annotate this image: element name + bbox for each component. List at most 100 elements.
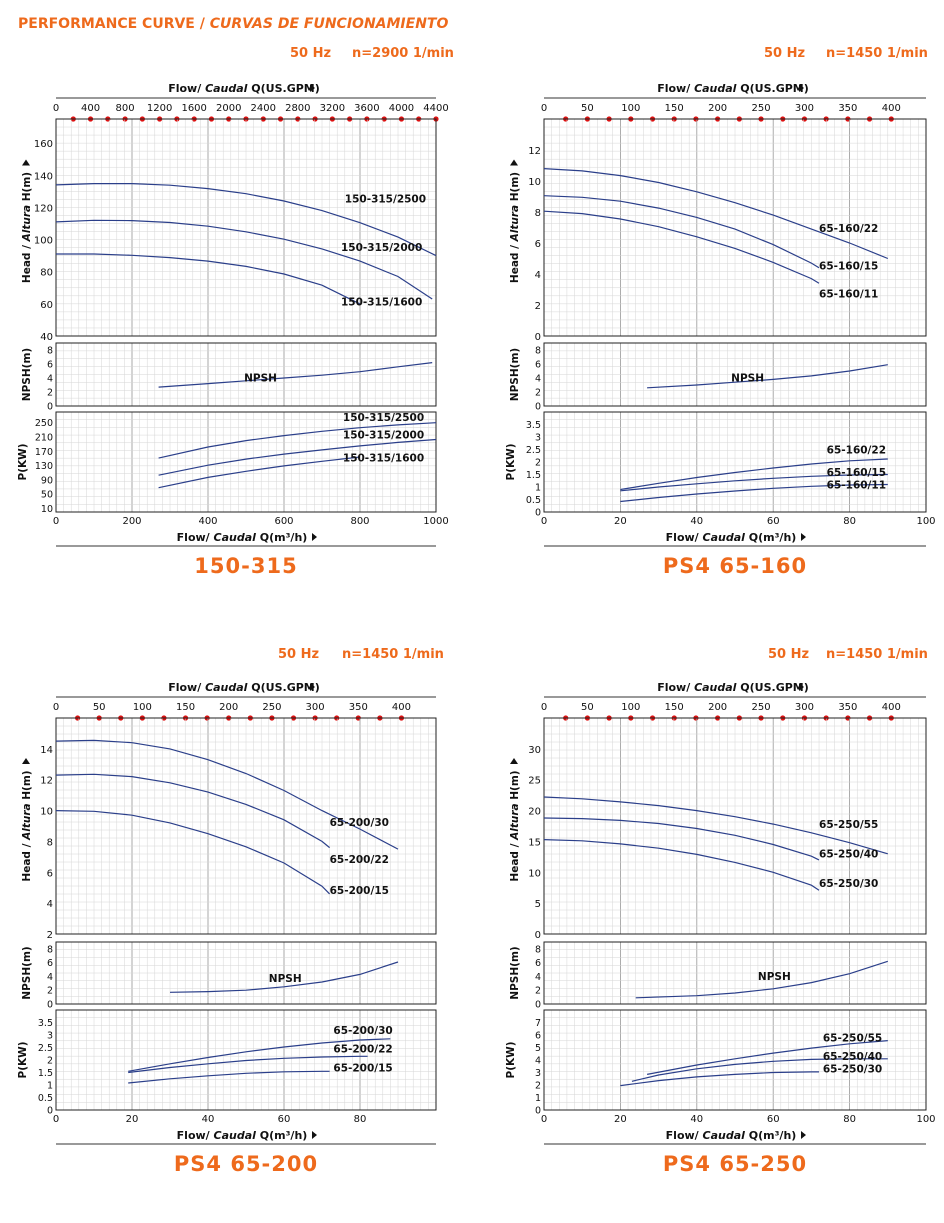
npsh-panel: 0 2 4 6 8 NPSH(m) NPSH [509,342,927,413]
head-tick-label: 2 [47,930,53,941]
power-tick-label: 3 [535,1068,541,1079]
head-tick-label: 0 [535,930,541,941]
power-tick-label: 130 [35,461,53,472]
bottom-axis-label-part: Q(m³/h) [256,1129,307,1142]
head-panel: 0 5 10 15 20 25 30 Head / Altura H(m) 65-250/55 6… [509,717,927,941]
top-axis-label-part: Flow/ [657,82,694,95]
plot-frame [543,118,927,337]
power-tick-label: 250 [35,418,53,429]
power-tick-label: 10 [41,504,53,515]
power-curve [128,1055,368,1074]
page-title: PERFORMANCE CURVE / CURVAS DE FUNCIONAMI… [18,16,448,32]
head-tick-label: 15 [528,837,541,848]
npsh-axis-label: NPSH(m) [509,348,521,401]
npsh-curve-label: NPSH [758,971,791,983]
power-curve [620,483,888,503]
x-tick-label: 40 [690,516,703,527]
npsh-curve [635,960,888,999]
power-tick-label: 3.5 [526,420,541,431]
x-tick-label: 20 [614,1114,627,1125]
bottom-axis-label: Flow/ Caudal Q(m³/h) [177,1129,308,1142]
top-tick-label: 0 [53,702,59,713]
x-tick-label: 20 [126,1114,139,1125]
plot-frame [543,342,927,407]
head-curve [55,810,331,895]
npsh-tick-label: 6 [535,360,541,371]
top-axis-label-part: Caudal [694,82,737,95]
head-curve [543,195,820,269]
power-curve-label: 65-200/30 [333,1025,392,1037]
head-tick-label: 0 [535,332,541,343]
power-curve-label: 65-250/30 [823,1064,882,1076]
head-curve-label: 65-160/11 [819,288,878,300]
top-tick-label: 2400 [251,103,276,114]
bottom-axis-label-part: Q(m³/h) [256,531,307,544]
head-curve [55,739,399,850]
power-tick-label: 6 [535,1031,541,1042]
power-curve [158,438,437,476]
npsh-tick-label: 6 [535,958,541,969]
head-tick-label: 10 [528,177,541,188]
power-tick-label: 0.5 [526,495,541,506]
top-axis-label-part: Q(US.GPM) [736,681,808,694]
top-tick-label: 50 [581,103,594,114]
chart-ps4-65-160: 50 Hz n=1450 1/min Flow/ Caudal Q(US.GPM) 0… [505,46,936,578]
x-tick-label: 100 [916,1114,935,1125]
top-tick-label: 400 [81,103,100,114]
frequency-label: 50 Hz [768,647,809,662]
top-tick-label: 300 [306,702,325,713]
top-tick-label: 400 [882,702,901,713]
top-tick-label: 200 [219,702,238,713]
npsh-tick-label: 8 [47,944,53,955]
npsh-tick-label: 4 [535,374,541,385]
head-axis-label-part: H(m) [509,172,521,205]
speed-label: n=1450 1/min [826,647,928,662]
axis-arrow-icon [310,683,315,691]
npsh-tick-label: 4 [47,972,53,983]
power-tick-label: 1 [47,1081,53,1092]
bottom-axis-label-part: Flow/ [177,531,214,544]
x-tick-label: 400 [198,516,217,527]
npsh-tick-label: 6 [47,360,53,371]
x-tick-label: 800 [350,516,369,527]
axis-arrow-icon [312,533,317,541]
top-tick-label: 3600 [354,103,379,114]
x-tick-label: 0 [53,516,59,527]
head-curve-label: 65-160/22 [819,223,878,235]
model-name: PS4 65-160 [663,554,807,578]
power-tick-label: 0.5 [38,1093,53,1104]
head-tick-label: 2 [535,301,541,312]
plot-frame [55,717,437,935]
bottom-axis-label-part: Flow/ [666,1129,703,1142]
npsh-tick-label: 8 [47,346,53,357]
top-tick-label: 3200 [320,103,345,114]
power-curve [631,1058,888,1082]
axis-arrow-icon [312,1131,317,1139]
bottom-axis-label-part: Flow/ [666,531,703,544]
power-tick-label: 1 [535,483,541,494]
x-tick-label: 200 [122,516,141,527]
head-curve [543,817,820,861]
power-tick-label: 5 [535,1043,541,1054]
x-tick-label: 80 [843,1114,856,1125]
head-tick-label: 6 [47,868,53,879]
power-curve [620,458,888,491]
head-axis-label-part: H(m) [21,172,33,205]
power-curve-label: 65-160/22 [827,444,886,456]
top-axis-label-part: Q(US.GPM) [247,681,319,694]
page-title-spanish: CURVAS DE FUNCIONAMIENTO [210,16,449,32]
top-tick-label: 0 [541,702,547,713]
head-panel: 2 4 6 8 10 12 14 Head / Altura H(m) 65-200/30 65-… [21,717,437,941]
chart-150-315: 50 Hz n=2900 1/min Flow/ Caudal Q(US.GPM) 0… [17,46,454,578]
head-axis-label: Head / Altura H(m) [21,770,33,881]
power-curve-label: 65-250/55 [823,1032,882,1044]
top-tick-label: 0 [541,103,547,114]
head-curve-label: 65-200/30 [330,817,389,829]
head-axis-label: Head / Altura H(m) [509,172,521,283]
head-axis-label-part: H(m) [509,770,521,803]
x-tick-label: 60 [767,1114,780,1125]
npsh-tick-label: 2 [47,986,53,997]
head-axis-label-part: Altura [509,803,521,840]
head-tick-label: 6 [535,239,541,250]
top-axis-label: Flow/ Caudal Q(US.GPM) [168,681,320,694]
